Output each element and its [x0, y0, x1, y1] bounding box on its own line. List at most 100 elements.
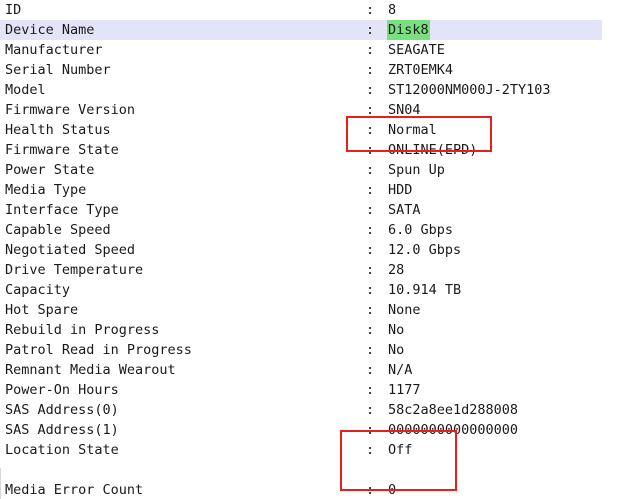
property-row[interactable]: SAS Address(1):0000000000000000: [0, 420, 628, 440]
property-value: SN04: [388, 102, 421, 118]
property-row[interactable]: Drive Temperature:28: [0, 260, 628, 280]
property-value: 58c2a8ee1d288008: [388, 402, 519, 418]
property-row-spacer: [0, 460, 628, 480]
property-label: SAS Address(0): [5, 402, 119, 418]
property-separator: :: [366, 202, 375, 218]
property-value: SATA: [388, 202, 421, 218]
property-separator: :: [366, 122, 375, 138]
property-value: Off: [388, 442, 413, 458]
property-value: 0: [388, 482, 397, 498]
property-label: Interface Type: [5, 202, 119, 218]
property-separator: :: [366, 142, 375, 158]
property-label: Location State: [5, 442, 119, 458]
property-separator: :: [366, 442, 375, 458]
property-separator: :: [366, 282, 375, 298]
property-row[interactable]: Capable Speed:6.0 Gbps: [0, 220, 628, 240]
property-value: None: [388, 302, 421, 318]
property-separator: :: [366, 82, 375, 98]
property-label: Drive Temperature: [5, 262, 144, 278]
property-separator: :: [366, 362, 375, 378]
property-row[interactable]: Device Name: Disk8: [0, 20, 602, 40]
property-label: Power State: [5, 162, 95, 178]
property-value: SEAGATE: [388, 42, 445, 58]
property-row[interactable]: Rebuild in Progress: No: [0, 320, 628, 340]
property-separator: :: [366, 22, 375, 38]
property-value: 6.0 Gbps: [388, 222, 454, 238]
property-row[interactable]: Power-On Hours:1177: [0, 380, 628, 400]
property-separator: :: [366, 42, 375, 58]
property-label: Firmware State: [5, 142, 119, 158]
property-row[interactable]: Hot Spare: None: [0, 300, 628, 320]
property-value: No: [388, 322, 405, 338]
property-separator: :: [366, 402, 375, 418]
property-label: Serial Number: [5, 62, 111, 78]
property-value: ONLINE(EPD): [388, 142, 478, 158]
property-row[interactable]: Capacity:10.914 TB: [0, 280, 628, 300]
property-label: Manufacturer: [5, 42, 103, 58]
property-separator: :: [366, 342, 375, 358]
property-label: Media Type: [5, 182, 87, 198]
property-label: Remnant Media Wearout: [5, 362, 176, 378]
property-label: Capable Speed: [5, 222, 111, 238]
property-separator: :: [366, 62, 375, 78]
property-value: HDD: [388, 182, 413, 198]
property-row[interactable]: Manufacturer: SEAGATE: [0, 40, 628, 60]
property-row[interactable]: Media Type: HDD: [0, 180, 628, 200]
property-separator: :: [366, 182, 375, 198]
property-label: Power-On Hours: [5, 382, 119, 398]
property-label: Media Error Count: [5, 482, 144, 498]
property-value: Disk8: [387, 20, 430, 40]
property-separator: :: [366, 102, 375, 118]
property-separator: :: [366, 302, 375, 318]
property-value: 8: [388, 2, 397, 18]
property-separator: :: [366, 422, 375, 438]
property-separator: :: [366, 482, 375, 498]
property-row[interactable]: ID:8: [0, 0, 628, 20]
property-row[interactable]: Negotiated Speed:12.0 Gbps: [0, 240, 628, 260]
property-separator: :: [366, 322, 375, 338]
property-value: ZRT0EMK4: [388, 62, 454, 78]
property-label: Rebuild in Progress: [5, 322, 160, 338]
property-value: 10.914 TB: [388, 282, 462, 298]
property-value: Spun Up: [388, 162, 445, 178]
property-separator: :: [366, 242, 375, 258]
property-row[interactable]: Firmware Version: SN04: [0, 100, 628, 120]
property-label: Firmware Version: [5, 102, 136, 118]
property-value: 1177: [388, 382, 421, 398]
property-separator: :: [366, 2, 375, 18]
property-row[interactable]: Power State: Spun Up: [0, 160, 628, 180]
property-label: SAS Address(1): [5, 422, 119, 438]
property-row[interactable]: Firmware State: ONLINE(EPD): [0, 140, 628, 160]
property-row[interactable]: SAS Address(0):58c2a8ee1d288008: [0, 400, 628, 420]
property-label: Health Status: [5, 122, 111, 138]
property-row[interactable]: Remnant Media Wearout: N/A: [0, 360, 628, 380]
property-separator: :: [366, 382, 375, 398]
property-label: Device Name: [5, 22, 95, 38]
property-row[interactable]: Serial Number: ZRT0EMK4: [0, 60, 628, 80]
property-row[interactable]: Location State: Off: [0, 440, 628, 460]
property-value: 28: [388, 262, 405, 278]
property-label: Patrol Read in Progress: [5, 342, 192, 358]
property-separator: :: [366, 262, 375, 278]
property-label: Negotiated Speed: [5, 242, 136, 258]
property-value: 12.0 Gbps: [388, 242, 462, 258]
property-value: ST12000NM000J-2TY103: [388, 82, 551, 98]
property-value: 0000000000000000: [388, 422, 519, 438]
property-value: Normal: [388, 122, 437, 138]
left-gutter-line: [0, 468, 1, 499]
property-value: No: [388, 342, 405, 358]
property-row[interactable]: Model: ST12000NM000J-2TY103: [0, 80, 628, 100]
property-row[interactable]: Patrol Read in Progress: No: [0, 340, 628, 360]
property-label: ID: [5, 2, 22, 18]
property-label: Model: [5, 82, 46, 98]
property-row[interactable]: Health Status: Normal: [0, 120, 628, 140]
property-label: Hot Spare: [5, 302, 79, 318]
property-row[interactable]: Interface Type: SATA: [0, 200, 628, 220]
property-separator: :: [366, 222, 375, 238]
property-label: Capacity: [5, 282, 71, 298]
property-separator: :: [366, 162, 375, 178]
property-value: N/A: [388, 362, 413, 378]
property-row[interactable]: Media Error Count:0: [0, 480, 628, 499]
